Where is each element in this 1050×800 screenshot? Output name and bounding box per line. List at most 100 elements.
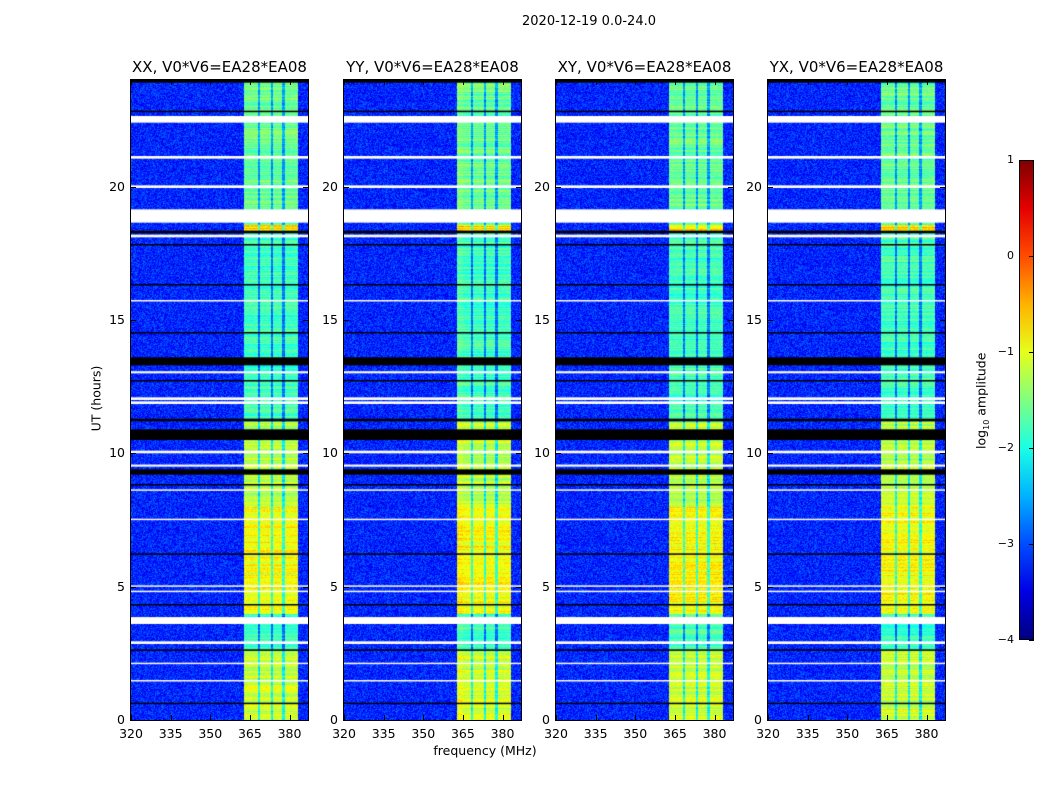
y-tick [768,586,773,588]
y-tick [728,320,733,321]
heatmap-image [131,80,308,720]
x-tick [556,715,557,720]
x-tick [847,715,849,720]
x-tick [344,80,345,85]
y-tick [303,720,308,721]
axes-frame [343,79,522,721]
x-tick [714,715,716,720]
y-tick-label: 15 [322,312,338,327]
y-tick [131,320,136,321]
heatmap-image [556,80,733,720]
x-tick [635,715,637,720]
x-tick-label: 380 [914,726,939,741]
y-tick [728,186,733,188]
y-tick [344,320,349,321]
x-tick [131,715,132,720]
x-tick-label: 380 [702,726,727,741]
x-tick [926,715,928,720]
y-tick-label: 20 [322,178,338,194]
colorbar [1019,160,1034,640]
y-tick [344,453,349,455]
x-tick [674,80,676,85]
heatmap-image [344,80,521,720]
x-tick-label: 365 [450,726,475,741]
x-tick-label: 380 [277,726,302,741]
x-tick [423,80,425,85]
y-tick [131,586,136,588]
x-tick [926,80,928,85]
y-tick [516,720,521,721]
x-tick [344,715,345,720]
x-tick [847,80,849,85]
x-axis-label: frequency (MHz) [433,743,537,758]
y-tick-label: 10 [534,445,550,461]
y-tick [768,720,773,721]
y-tick [303,586,308,588]
heatmap-image [768,80,945,720]
x-tick-label: 350 [198,726,223,741]
x-tick-label: 335 [371,726,396,741]
x-tick [556,80,557,85]
y-tick-label: 5 [754,578,762,594]
x-tick [289,80,291,85]
x-tick [170,80,172,85]
y-tick-label: 15 [746,312,762,327]
colorbar-tick [1029,256,1034,257]
colorbar-tick-label: −2 [997,441,1014,454]
colorbar-tick-label: −1 [997,345,1014,358]
y-tick [131,186,136,188]
x-tick-label: 335 [583,726,608,741]
x-tick [423,715,425,720]
x-tick [249,80,251,85]
y-tick [556,186,561,188]
x-tick [886,80,888,85]
y-tick [131,720,136,721]
y-tick [940,720,945,721]
x-tick [170,715,172,720]
x-tick [768,715,769,720]
waterfall-panel-1: XX, V0*V6=EA28*EA08 0 5 10 15 20 320 335 350 365 3… [109,58,309,741]
waterfall-panel-2: YY, V0*V6=EA28*EA08 0 5 10 15 20 320 335 350 365 3… [322,58,522,741]
x-tick-label: 350 [835,726,860,741]
x-tick-label: 365 [662,726,687,741]
y-tick [556,586,561,588]
x-tick [383,715,385,720]
y-tick [516,453,521,455]
y-tick-label: 20 [109,178,125,194]
colorbar-tick [1029,640,1034,641]
y-tick [516,186,521,188]
x-tick [502,715,504,720]
x-tick [210,80,212,85]
x-tick-label: 365 [874,726,899,741]
y-tick [768,453,773,455]
y-tick [556,453,561,455]
y-tick [344,720,349,721]
y-tick-label: 5 [542,578,550,594]
waterfall-panel-3: XY, V0*V6=EA28*EA08 0 5 10 15 20 320 335 350 365 3… [534,58,734,741]
y-tick-label: 20 [534,178,550,194]
y-tick [940,453,945,455]
x-tick-label: 350 [411,726,436,741]
y-tick [303,320,308,321]
colorbar-tick-label: −4 [997,633,1014,646]
y-tick [516,586,521,588]
x-tick-label: 320 [332,726,356,741]
panel-title: XY, V0*V6=EA28*EA08 [557,58,732,76]
x-tick [502,80,504,85]
x-tick [807,80,809,85]
waterfall-panel-4: YX, V0*V6=EA28*EA08 0 5 10 15 20 320 335 350 365 3… [746,58,946,741]
y-tick [344,586,349,588]
axes-frame [130,79,309,721]
figure-title: 2020-12-19 0.0-24.0 [522,14,656,29]
colorbar-tick-label: −3 [997,537,1014,550]
y-tick-label: 0 [542,712,550,727]
y-tick-label: 0 [754,712,762,727]
y-tick [728,453,733,455]
x-tick-label: 365 [237,726,262,741]
y-tick-label: 10 [322,445,338,461]
y-tick [303,453,308,455]
y-tick-label: 10 [746,445,762,461]
colorbar-label: log10 amplitude [973,352,991,449]
x-tick [714,80,716,85]
